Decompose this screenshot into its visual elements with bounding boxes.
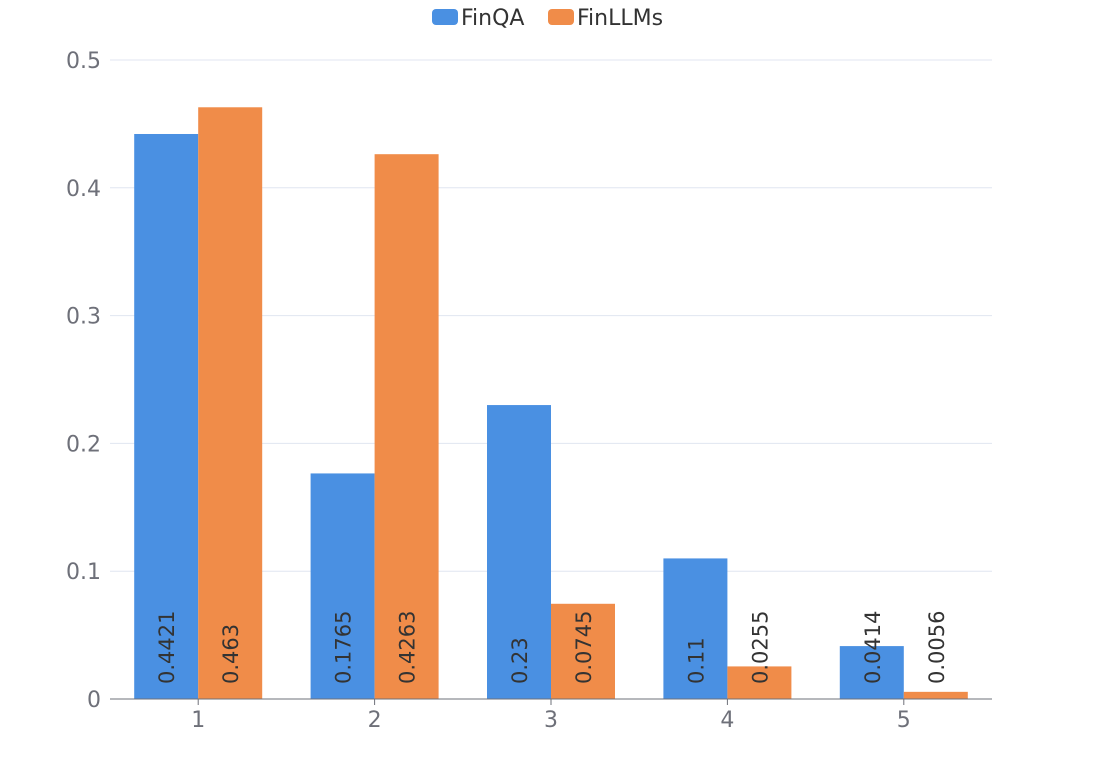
- x-axis: 1 2 3 4 5: [110, 698, 992, 733]
- y-tick-label: 0.4: [66, 177, 101, 202]
- x-tick-label: 4: [720, 708, 734, 733]
- bar-finqa-3: [487, 405, 551, 699]
- bar-finllms-4: [727, 666, 792, 699]
- bar-finqa-2: [310, 473, 375, 699]
- legend-swatch-finqa[interactable]: [432, 9, 458, 25]
- legend-label-finqa[interactable]: FinQA: [461, 6, 524, 31]
- bar-value-label: 0.11: [684, 637, 708, 684]
- bar-finllms-1: [198, 107, 263, 699]
- bar-value-label: 0.4421: [155, 611, 179, 684]
- bars: 0.4421 0.463 0.1765 0.4263 0.23 0.0745 0.11 0.0…: [134, 107, 968, 699]
- y-tick-label: 0.2: [66, 432, 101, 457]
- y-tick-label: 0.1: [66, 560, 101, 585]
- y-tick-label: 0: [87, 688, 101, 713]
- x-tick-label: 1: [191, 708, 205, 733]
- y-tick-label: 0.3: [66, 305, 101, 330]
- bar-finllms-5: [903, 691, 968, 699]
- bar-value-label: 0.0745: [572, 611, 596, 684]
- x-tick-label: 2: [368, 708, 382, 733]
- x-tick-label: 3: [544, 708, 558, 733]
- bar-value-label: 0.463: [219, 624, 243, 684]
- bar-value-label: 0.1765: [332, 611, 356, 684]
- y-axis: 0 0.1 0.2 0.3 0.4 0.5: [66, 49, 101, 713]
- bar-finqa-4: [663, 558, 728, 699]
- bar-value-label: 0.0255: [748, 611, 772, 684]
- x-tick-label: 5: [897, 708, 911, 733]
- bar-value-label: 0.0056: [925, 611, 949, 684]
- bar-finllms-3: [551, 603, 615, 699]
- bar-finllms-2: [374, 154, 439, 699]
- bar-finqa-1: [134, 133, 199, 699]
- legend-swatch-finllms[interactable]: [548, 9, 574, 25]
- y-tick-label: 0.5: [66, 49, 101, 74]
- legend-label-finllms[interactable]: FinLLMs: [577, 6, 663, 31]
- bar-finqa-5: [839, 646, 904, 699]
- bar-value-label: 0.0414: [861, 611, 885, 684]
- bar-value-label: 0.23: [508, 637, 532, 684]
- legend: FinQA FinLLMs: [432, 6, 663, 31]
- bar-value-label: 0.4263: [396, 611, 420, 684]
